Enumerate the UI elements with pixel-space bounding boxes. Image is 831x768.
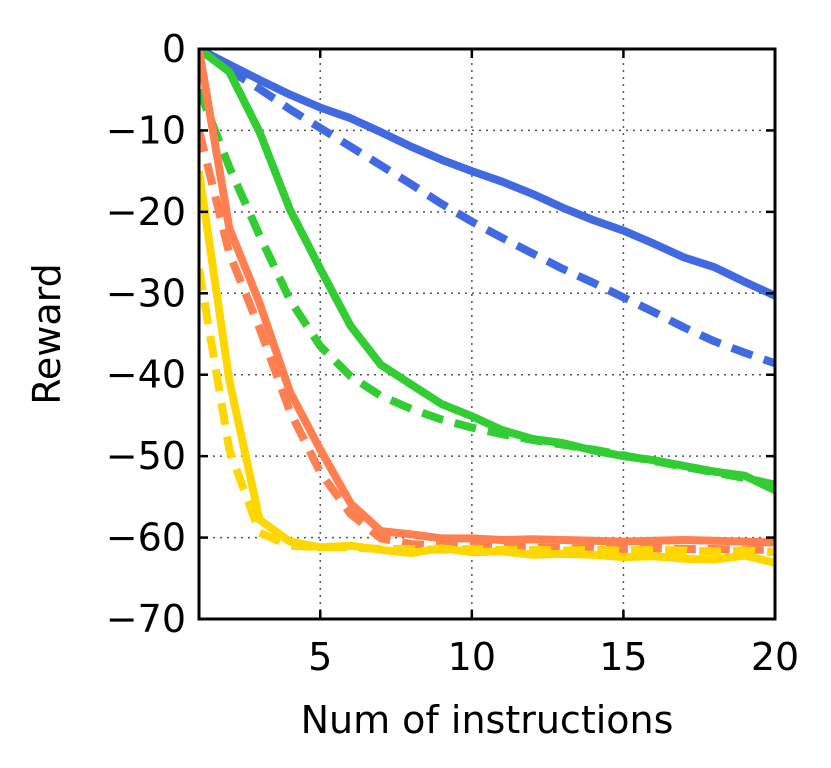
y-axis-label: Reward	[25, 263, 69, 405]
x-tick-label: 20	[751, 635, 799, 679]
series-line-green-solid	[199, 49, 775, 494]
series-line-orange-solid	[199, 49, 775, 547]
y-tick-label: −60	[106, 516, 186, 560]
y-tick-label: −20	[106, 190, 186, 234]
x-tick-label: 10	[448, 635, 496, 679]
series-line-blue-dashed	[199, 49, 775, 368]
axis-ticks: 5 10 15 20 0 −10 −20 −30 −40 −50 −60 −70	[106, 27, 799, 679]
series-lines	[199, 49, 775, 567]
y-tick-label: −10	[106, 108, 186, 152]
series-line-blue-solid	[199, 49, 775, 300]
y-tick-label: 0	[162, 27, 186, 71]
series-line-green-dashed	[199, 88, 775, 489]
x-tick-label: 5	[308, 635, 332, 679]
y-tick-label: −70	[106, 597, 186, 641]
y-tick-label: −30	[106, 271, 186, 315]
y-tick-label: −50	[106, 434, 186, 478]
x-tick-label: 15	[599, 635, 647, 679]
y-tick-label: −40	[106, 353, 186, 397]
series-line-yellow-dashed	[199, 268, 775, 557]
plot-frame	[197, 47, 777, 621]
x-axis-label: Num of instructions	[301, 698, 674, 742]
